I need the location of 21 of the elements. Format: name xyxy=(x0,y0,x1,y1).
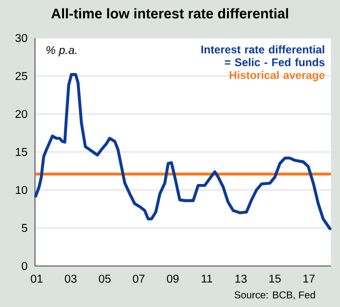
x-tick-label: 05 xyxy=(98,274,111,283)
x-tick-label: 11 xyxy=(202,274,212,282)
y-axis-title: % p.a. xyxy=(46,46,76,56)
ref-line-label: Historical average xyxy=(230,70,325,82)
x-tick-label: 15 xyxy=(269,274,281,283)
x-tick-label: 01 xyxy=(30,274,42,283)
y-tick-label: 25 xyxy=(16,72,28,80)
x-tick-label: 03 xyxy=(64,274,77,283)
y-tick-label: 10 xyxy=(16,186,28,194)
source-note: Source: BCB, Fed xyxy=(234,291,315,300)
y-tick-label: 0 xyxy=(22,262,28,270)
x-tick-label: 17 xyxy=(303,274,315,282)
text: Interest rate differential = Selic - Fed funds xyxy=(201,45,325,66)
y-tick-label: 30 xyxy=(15,34,28,42)
y-tick-label: 15 xyxy=(16,148,28,156)
x-tick-label: 07 xyxy=(132,274,144,283)
y-tick-label: 5 xyxy=(22,224,28,232)
x-tick-label: 09 xyxy=(166,274,179,283)
y-tick-label: 20 xyxy=(16,110,28,118)
chart-title: All-time low interest rate differential xyxy=(51,8,288,18)
x-tick-label: 13 xyxy=(235,274,247,283)
